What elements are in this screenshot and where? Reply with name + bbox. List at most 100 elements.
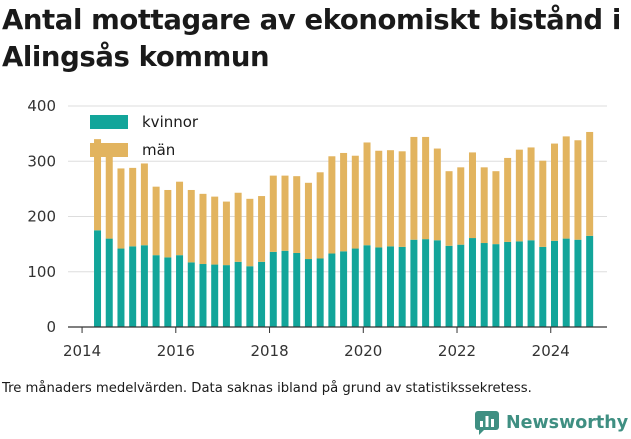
bars [94,131,594,327]
bar-man [164,189,172,258]
bar-kvinnor [117,248,125,327]
bar-kvinnor [363,245,371,327]
bar-man [386,150,394,247]
bar-kvinnor [457,244,465,327]
legend-swatch [90,115,128,129]
bar-man [152,186,160,256]
bar-kvinnor [468,238,476,327]
bar-man [281,175,289,251]
bar-kvinnor [328,253,336,327]
bar-man [433,148,441,241]
bar-kvinnor [492,244,500,327]
x-tick-label: 2018 [250,342,288,360]
brand: Newsworthy [474,407,628,439]
bar-man [527,147,535,241]
bar-man [316,172,324,259]
bar-kvinnor [211,264,219,327]
bar-kvinnor [562,238,570,327]
bar-kvinnor [105,238,113,327]
bar-man [105,147,113,239]
bar-kvinnor [504,241,512,327]
bar-kvinnor [293,252,301,327]
bar-kvinnor [351,248,359,327]
bar-man [246,198,254,267]
bar-kvinnor [551,240,559,327]
bar-man [176,181,184,256]
bar-man [234,192,242,262]
bar-man [586,131,594,236]
bar-kvinnor [386,246,394,327]
bar-man [269,175,277,252]
brand-name: Newsworthy [506,413,629,433]
y-tick-label: 0 [46,318,56,336]
bar-man [375,150,383,248]
bar-kvinnor [398,246,406,327]
bar-kvinnor [246,266,254,327]
x-tick-label: 2024 [532,342,570,360]
bar-kvinnor [164,257,172,327]
y-tick-label: 200 [27,208,56,226]
bar-man [258,196,266,262]
x-tick-label: 2014 [63,342,101,360]
bar-kvinnor [129,246,137,327]
bar-kvinnor [527,240,535,327]
bar-man [293,176,301,253]
bar-kvinnor [176,255,184,327]
bar-kvinnor [340,251,348,327]
bar-kvinnor [515,241,523,327]
bar-kvinnor [410,239,418,327]
x-tick-label: 2020 [344,342,382,360]
bar-kvinnor [445,245,453,327]
legend-swatch [90,143,128,157]
bar-man [410,136,418,240]
axes: 0 100 200 300 400 2014 2016 2018 2020 2022 2024 [27,97,607,360]
bar-man [492,171,500,245]
bar-man [551,143,559,241]
bar-kvinnor [316,258,324,327]
bar-man [328,156,336,254]
bar-kvinnor [140,245,148,327]
bar-kvinnor [574,239,582,327]
bar-kvinnor [269,251,277,327]
bar-kvinnor [234,261,242,327]
bar-kvinnor [258,261,266,327]
bar-man [351,155,359,249]
bar-man [129,167,137,247]
bar-man [187,189,195,263]
bar-man [515,149,523,242]
bar-man [480,167,488,244]
bar-kvinnor [222,265,230,327]
bar-man [539,160,547,247]
y-tick-label: 100 [27,263,56,281]
bar-man [562,136,570,239]
bar-man [574,140,582,240]
bar-kvinnor [199,264,207,327]
bar-man [199,193,207,265]
bar-kvinnor [375,247,383,327]
legend: kvinnor män [90,113,199,159]
chart-title: Antal mottagare av ekonomiskt bistånd i … [2,4,621,73]
bar-man [468,152,476,239]
bar-man [398,151,406,247]
bar-man [457,167,465,245]
bar-kvinnor [281,250,289,327]
bar-man [140,163,148,246]
x-tick-label: 2022 [438,342,476,360]
bar-kvinnor [187,262,195,327]
chart-caption: Tre månaders medelvärden. Data saknas ib… [2,381,532,396]
bar-man [445,171,453,246]
bar-kvinnor [152,255,160,327]
y-tick-label: 400 [27,97,56,115]
legend-label: män [142,141,175,159]
newsworthy-logo-icon [475,411,499,435]
bar-man [340,152,348,252]
bar-man [504,157,512,242]
x-tick-label: 2016 [157,342,195,360]
bar-kvinnor [586,235,594,327]
bar-kvinnor [480,243,488,327]
bar-man [211,196,219,265]
bar-kvinnor [433,240,441,327]
bar-man [117,168,125,249]
stacked-bar-chart: 0 100 200 300 400 2014 2016 2018 2020 2022 2024 kv… [27,97,607,360]
bar-kvinnor [94,230,102,327]
